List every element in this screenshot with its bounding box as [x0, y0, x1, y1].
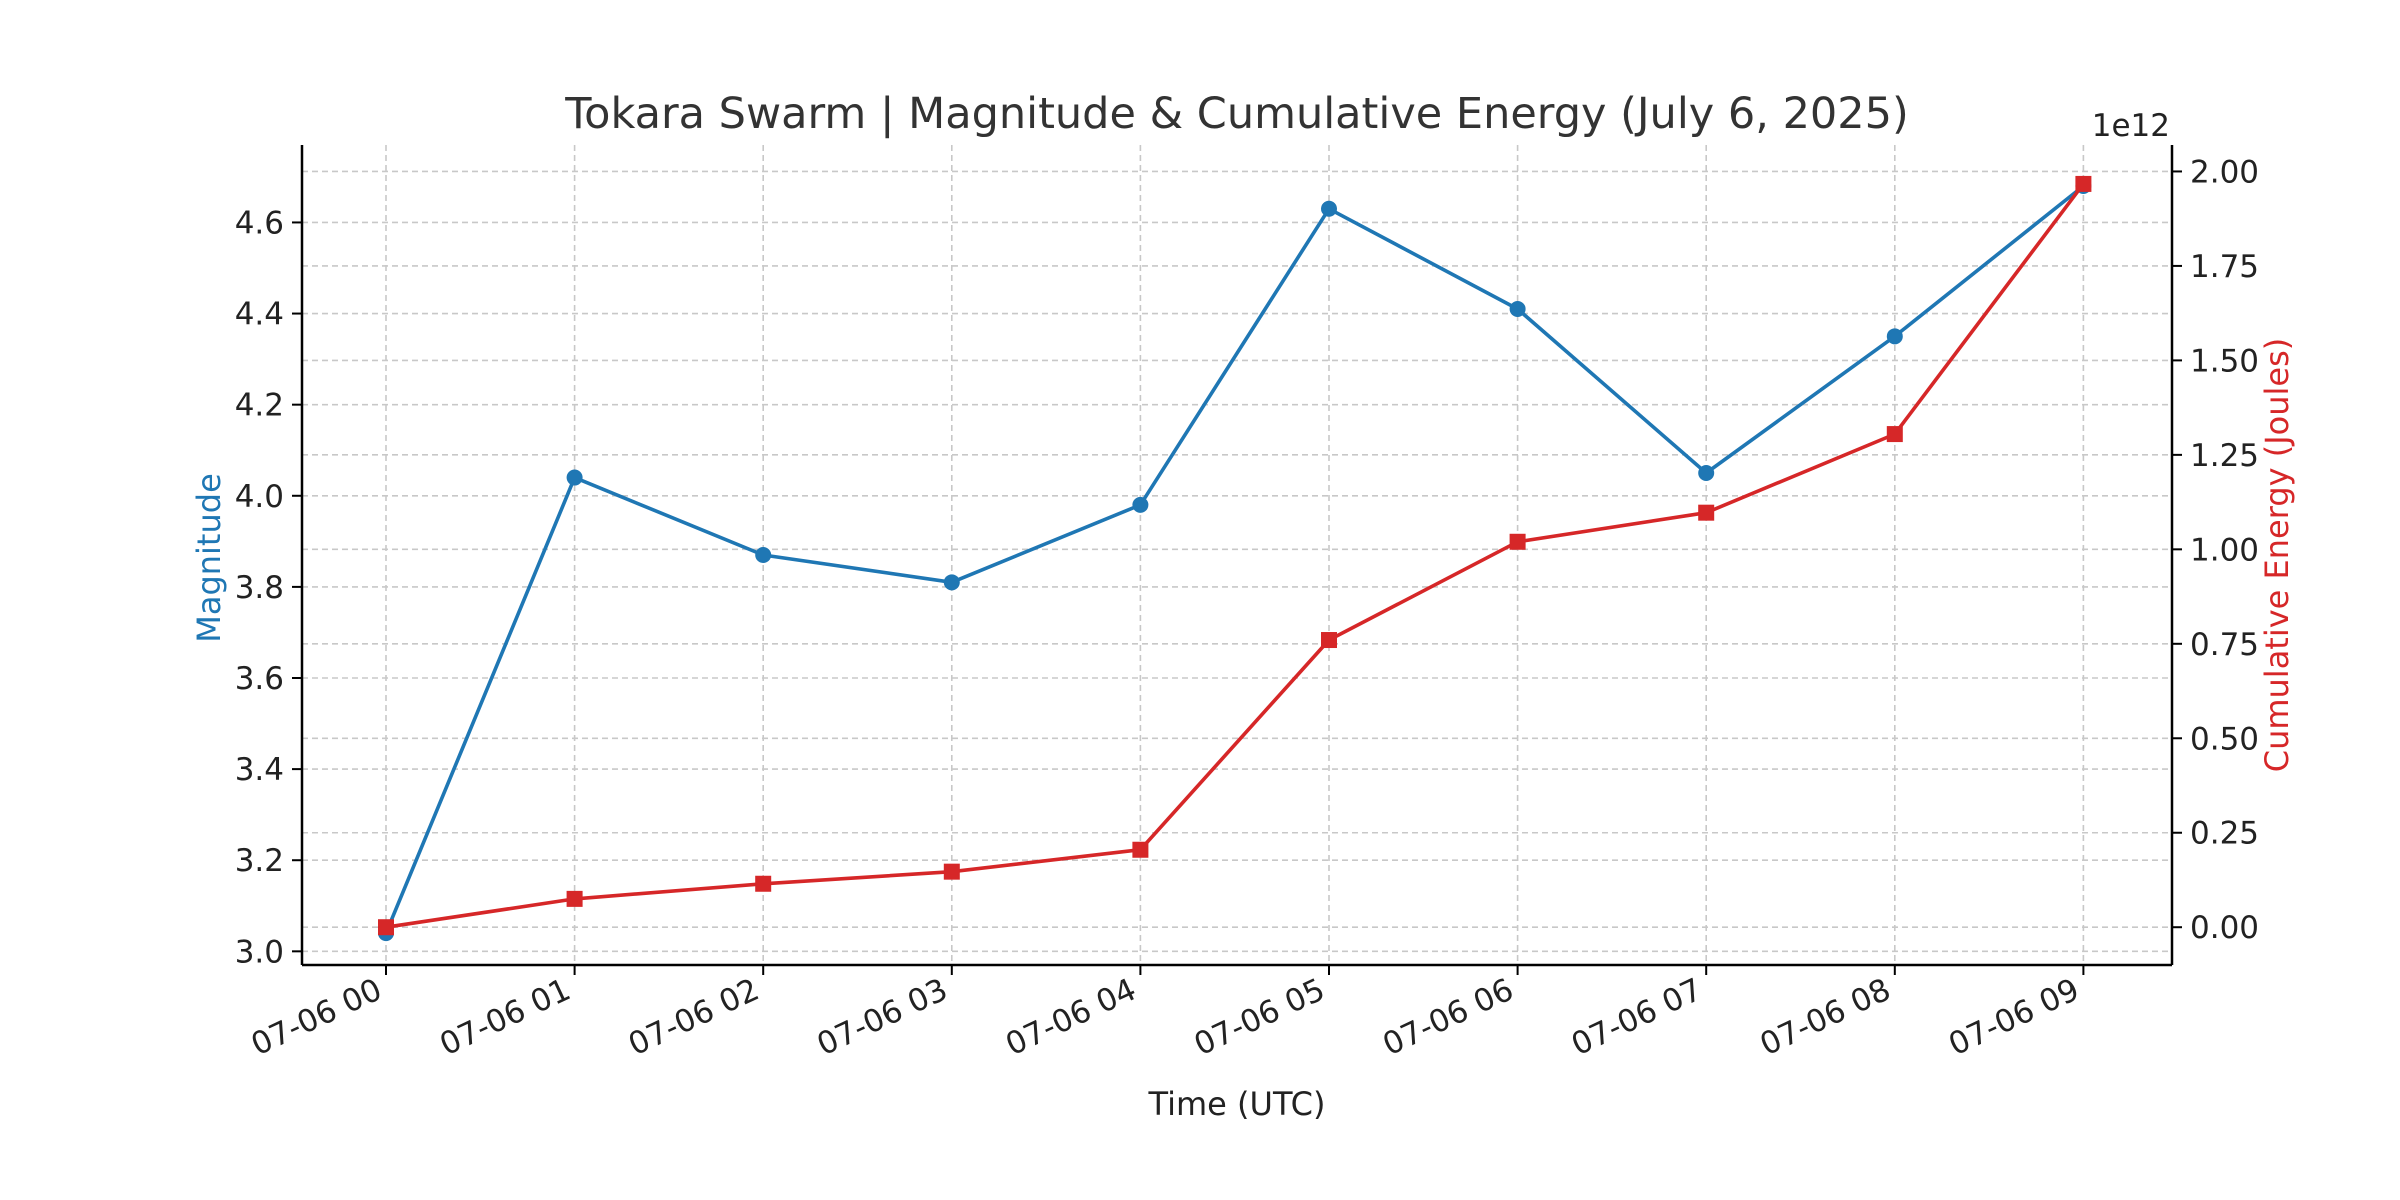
x-tick-label: 07-06 01 — [434, 972, 576, 1064]
magnitude-point — [755, 547, 772, 563]
magnitude-point — [1886, 328, 1903, 345]
right-tick-label: 2.00 — [2190, 154, 2259, 190]
x-tick-label: 07-06 03 — [812, 972, 954, 1064]
magnitude-point — [1132, 496, 1149, 513]
x-axis-label: Time (UTC) — [1148, 1085, 1326, 1123]
right-tick-label: 1.50 — [2190, 343, 2259, 379]
grid — [302, 145, 2172, 965]
magnitude-point — [566, 469, 583, 486]
x-tick-label: 07-06 00 — [246, 972, 388, 1064]
cumulative-energy-point — [2075, 175, 2092, 192]
magnitude-point — [1321, 200, 1337, 217]
x-tick-label: 07-06 08 — [1755, 972, 1897, 1064]
x-tick-label: 07-06 06 — [1377, 972, 1519, 1064]
cumulative-energy-line — [385, 182, 2085, 929]
cumulative-energy-point — [1509, 533, 1526, 550]
cumulative-energy-point — [1698, 504, 1715, 521]
magnitude-point — [943, 574, 960, 591]
left-tick-label: 3.4 — [235, 752, 284, 788]
axes — [300, 145, 2174, 967]
series-layer — [378, 175, 2092, 942]
right-axis-label: Cumulative Energy (Joules) — [2258, 338, 2296, 773]
right-axis-multiplier: 1e12 — [2092, 108, 2170, 144]
left-tick-label: 4.6 — [235, 205, 284, 241]
x-tick-label: 07-06 02 — [623, 972, 765, 1064]
cumulative-energy-point — [566, 890, 583, 907]
left-tick-label: 4.0 — [235, 479, 284, 515]
magnitude-point — [1698, 465, 1715, 481]
right-tick-label: 0.25 — [2190, 816, 2259, 852]
left-tick-label: 4.2 — [235, 388, 284, 424]
right-tick-label: 0.00 — [2190, 910, 2259, 946]
left-tick-label: 3.6 — [235, 661, 284, 697]
cumulative-energy-point — [1321, 632, 1337, 649]
left-tick-label: 3.0 — [235, 934, 284, 970]
right-tick-label: 1.75 — [2190, 249, 2259, 285]
cumulative-energy-point — [943, 863, 960, 880]
right-tick-label: 0.75 — [2190, 627, 2259, 663]
magnitude-line — [384, 184, 2085, 934]
cumulative-energy-point — [755, 875, 772, 892]
x-tick-label: 07-06 05 — [1189, 972, 1331, 1064]
cumulative-energy-point — [1132, 841, 1149, 858]
cumulative-energy-point — [1886, 426, 1903, 443]
right-tick-label: 1.25 — [2190, 438, 2259, 474]
x-tick-label: 07-06 04 — [1000, 972, 1142, 1064]
chart-title: Tokara Swarm | Magnitude & Cumulative En… — [564, 89, 1909, 139]
magnitude-point — [1509, 301, 1526, 317]
right-tick-label: 1.00 — [2190, 532, 2259, 568]
left-tick-label: 3.2 — [235, 843, 284, 879]
right-tick-label: 0.50 — [2190, 721, 2259, 757]
x-tick-label: 07-06 07 — [1566, 972, 1708, 1064]
left-tick-label: 4.4 — [235, 297, 284, 333]
left-tick-label: 3.8 — [235, 570, 284, 606]
cumulative-energy-point — [378, 919, 394, 936]
x-tick-label: 07-06 09 — [1943, 972, 2085, 1064]
left-axis-label: Magnitude — [190, 473, 228, 643]
